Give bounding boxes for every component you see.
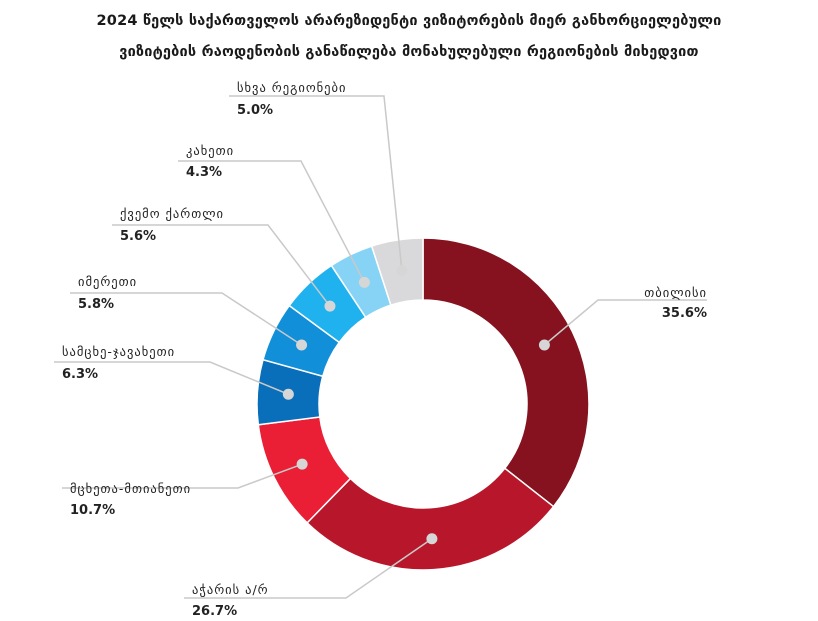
leader-dot-7: [396, 265, 408, 277]
leader-line-5: [112, 224, 331, 307]
leader-line-1: [184, 538, 433, 599]
slice-value-7: 5.0%: [237, 103, 273, 118]
chart-title-line-1: 2024 წელს საქართველოს არარეზიდენტი ვიზიტ…: [96, 13, 722, 29]
leader-dot-3: [282, 388, 294, 400]
leader-dot-0: [538, 339, 550, 351]
leader-dot-6: [358, 276, 370, 288]
slice-label-1: აჭარის ა/რ: [192, 582, 269, 597]
slice-label-2: მცხეთა-მთიანეთი: [70, 481, 191, 496]
chart-title: 2024 წელს საქართველოს არარეზიდენტი ვიზიტ…: [0, 6, 818, 68]
slice-label-5: ქვემო ქართლი: [120, 206, 224, 221]
slice-label-7: სხვა რეგიონები: [237, 80, 346, 95]
leader-dot-2: [296, 458, 308, 470]
leader-line-4: [70, 292, 302, 346]
slice-label-4: იმერეთი: [78, 274, 137, 289]
chart-title-line-2: ვიზიტების რაოდენობის განაწილება მონახულე…: [119, 44, 699, 60]
slice-1: [306, 467, 555, 571]
slice-value-2: 10.7%: [70, 503, 115, 518]
leader-line-6: [178, 160, 366, 283]
slice-label-6: კახეთი: [186, 143, 234, 158]
slice-value-4: 5.8%: [78, 297, 114, 312]
leader-line-7: [229, 95, 403, 271]
leader-line-0: [543, 299, 707, 346]
leader-dot-5: [324, 300, 336, 312]
slice-value-3: 6.3%: [62, 367, 98, 382]
slice-0: [422, 237, 590, 508]
slice-value-1: 26.7%: [192, 604, 237, 619]
leader-line-2: [62, 463, 303, 489]
slice-value-0: 35.6%: [662, 306, 707, 321]
slice-label-3: სამცხე-ჯავახეთი: [62, 344, 175, 359]
leader-dot-1: [426, 533, 438, 545]
slice-value-5: 5.6%: [120, 229, 156, 244]
slice-label-0: თბილისი: [644, 285, 707, 300]
slice-value-6: 4.3%: [186, 165, 222, 180]
leader-line-3: [54, 361, 289, 395]
leader-dot-4: [296, 339, 308, 351]
